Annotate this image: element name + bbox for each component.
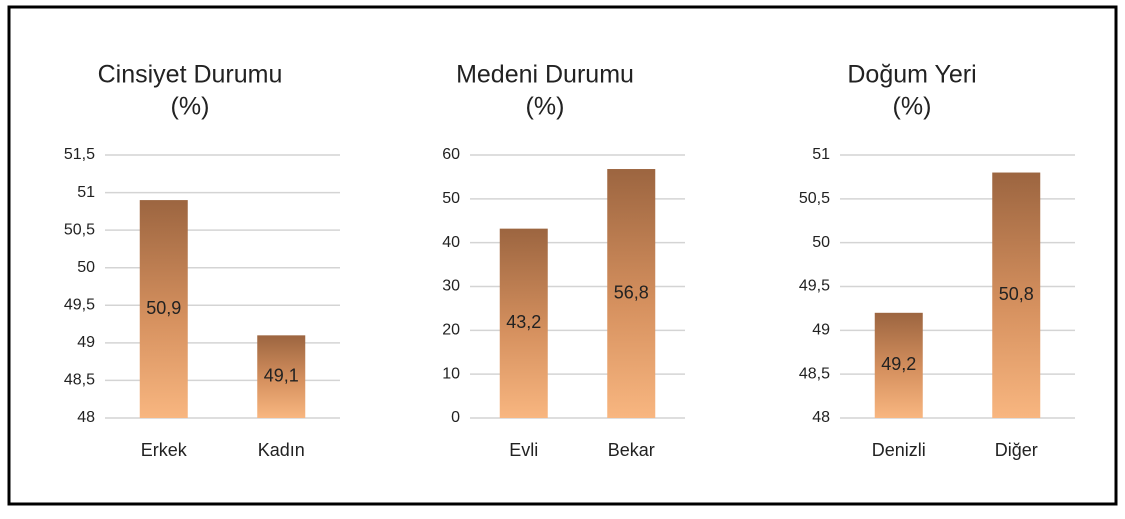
x-tick-label: Kadın <box>258 440 305 460</box>
data-label: 50,8 <box>999 284 1034 304</box>
y-tick-label: 50,5 <box>799 190 830 207</box>
y-tick-label: 48 <box>812 409 830 426</box>
y-tick-label: 50,5 <box>64 221 95 238</box>
y-tick-label: 51 <box>77 184 95 201</box>
y-tick-label: 51 <box>812 146 830 163</box>
bar <box>874 312 923 418</box>
bar <box>992 172 1041 418</box>
x-tick-label: Evli <box>509 440 538 460</box>
data-label: 50,9 <box>146 298 181 318</box>
y-tick-label: 48,5 <box>64 372 95 389</box>
frame <box>7 5 1118 506</box>
y-tick-label: 50 <box>77 259 95 276</box>
y-tick-label: 40 <box>442 234 460 251</box>
data-label: 43,2 <box>506 312 541 332</box>
y-tick-label: 0 <box>451 409 460 426</box>
y-tick-label: 30 <box>442 278 460 295</box>
data-label: 49,2 <box>881 354 916 374</box>
chart-subtitle: (%) <box>171 93 210 121</box>
x-tick-label: Bekar <box>608 440 655 460</box>
x-tick-label: Diğer <box>995 440 1038 460</box>
chart-title: Doğum Yeri <box>847 61 976 89</box>
y-tick-label: 49,5 <box>64 297 95 314</box>
y-tick-label: 50 <box>812 234 830 251</box>
y-tick-label: 49,5 <box>799 278 830 295</box>
bar <box>139 200 188 418</box>
y-tick-label: 20 <box>442 322 460 339</box>
data-label: 56,8 <box>614 282 649 302</box>
y-tick-label: 51,5 <box>64 146 95 163</box>
y-tick-label: 48 <box>77 409 95 426</box>
y-tick-label: 10 <box>442 365 460 382</box>
chart-title: Medeni Durumu <box>456 61 634 89</box>
y-tick-label: 49 <box>812 322 830 339</box>
chart-subtitle: (%) <box>893 93 932 121</box>
x-tick-label: Erkek <box>141 440 188 460</box>
y-tick-label: 48,5 <box>799 365 830 382</box>
bar <box>499 228 548 418</box>
chart-title: Cinsiyet Durumu <box>98 61 283 89</box>
y-tick-label: 60 <box>442 146 460 163</box>
y-tick-label: 49 <box>77 334 95 351</box>
chart-subtitle: (%) <box>526 93 565 121</box>
data-label: 49,1 <box>264 365 299 385</box>
y-tick-label: 50 <box>442 190 460 207</box>
bar <box>607 169 656 418</box>
x-tick-label: Denizli <box>872 440 926 460</box>
bar <box>257 335 306 418</box>
